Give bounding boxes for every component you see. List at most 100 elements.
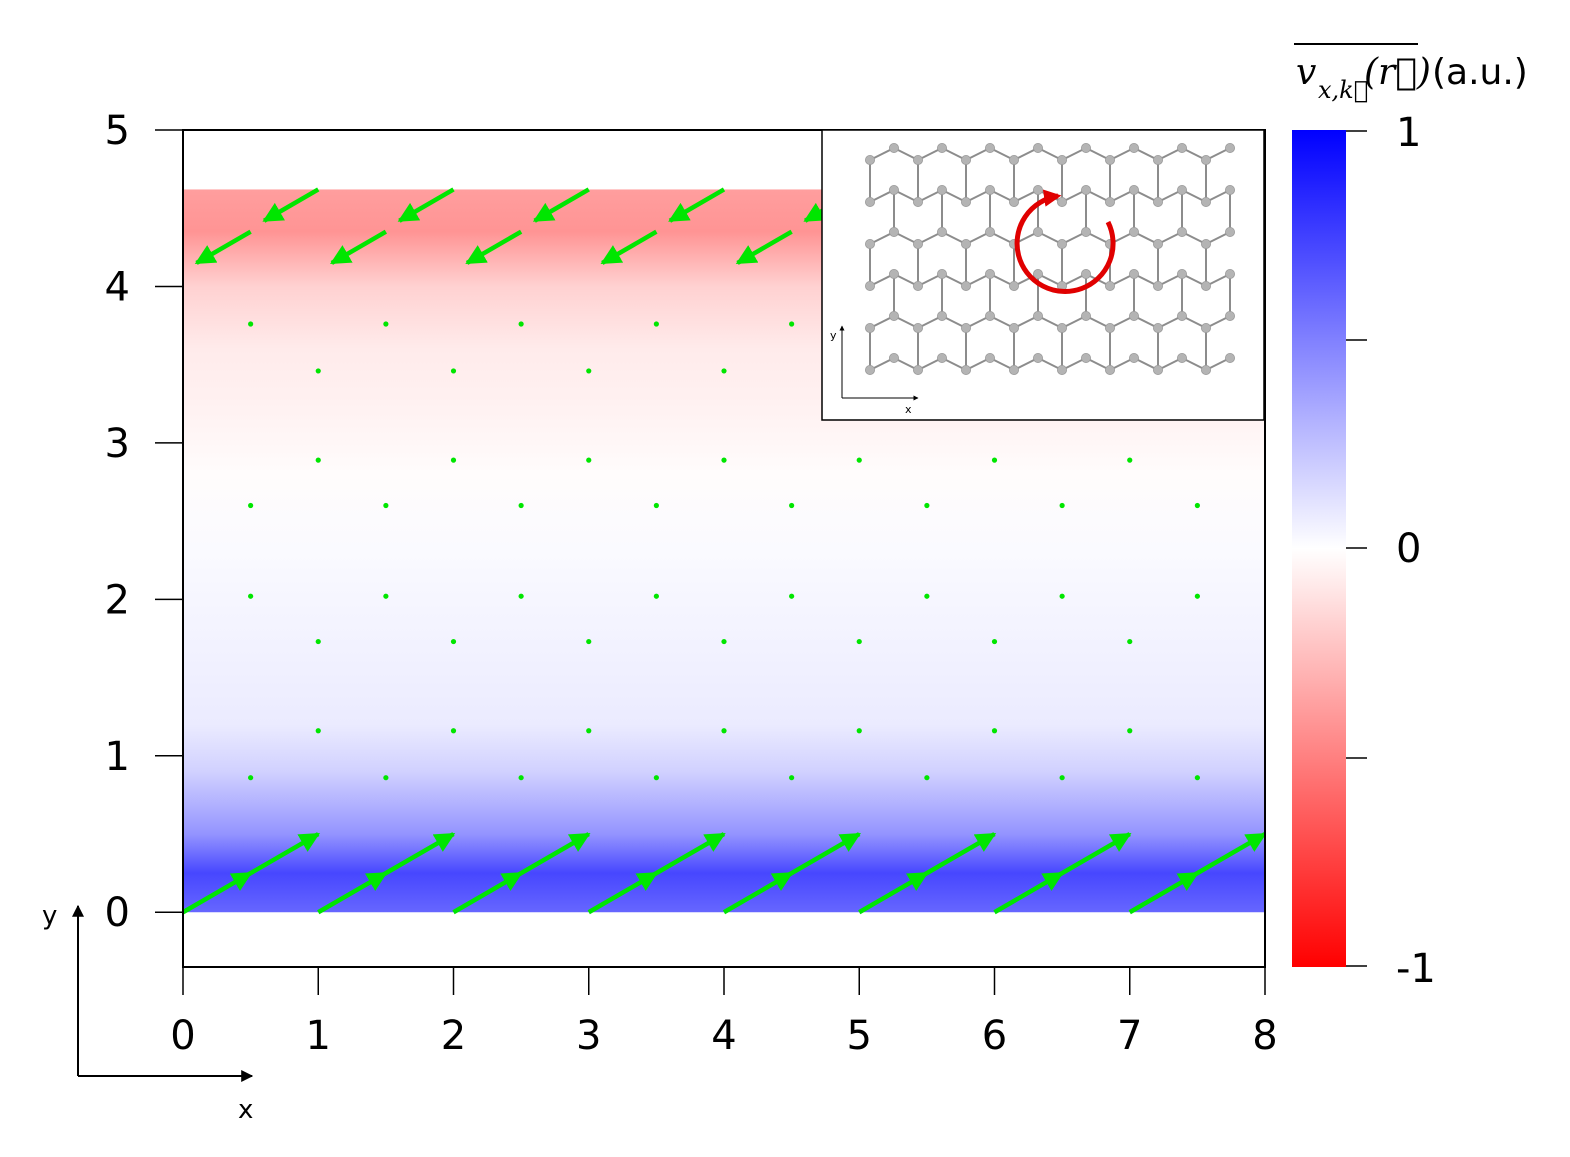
lattice-atom [1057,196,1068,207]
lattice-atom [1009,154,1020,165]
lattice-atom [913,154,924,165]
x-tick-label: 4 [711,1013,736,1059]
velocity-dot [315,638,321,645]
lattice-atom [1153,154,1164,165]
lattice-atom [865,196,876,207]
velocity-dot [1127,457,1133,463]
lattice-atom [937,226,948,237]
lattice-atom [961,322,972,333]
velocity-dot [1059,593,1065,599]
colorbar-min-label: -1 [1396,946,1436,992]
velocity-arrow-top [600,229,658,265]
velocity-arrow-bottom [183,871,253,915]
velocity-arrow-bottom [1060,832,1132,876]
velocity-arrow-bottom [249,832,321,876]
velocity-dot [315,368,321,374]
velocity-dot [450,368,457,374]
x-tick-label: 2 [441,1013,466,1059]
lattice-atom [1129,184,1140,195]
lattice-atom [913,322,924,333]
velocity-dot [450,728,457,734]
x-tick-label: 5 [847,1013,872,1059]
y-tick-label: 1 [105,734,130,780]
lattice-atom [1105,154,1116,165]
lattice-atom [1225,142,1236,153]
lattice-atom [913,196,924,207]
velocity-dot [518,502,524,509]
lattice-atom [1105,322,1116,333]
lattice-atom [889,268,900,279]
lattice-atom [913,280,924,291]
velocity-arrow-bottom [655,832,726,876]
lattice-atom [1057,238,1068,249]
velocity-dot [586,728,592,734]
lattice-atom [1153,238,1164,249]
velocity-dot [586,457,592,463]
velocity-arrow-top [465,229,523,265]
lattice-atom [1129,142,1140,153]
velocity-dot [653,502,659,509]
velocity-dot [1059,775,1065,781]
lattice-atom [961,196,972,207]
inset-y-label: y [830,329,837,342]
velocity-dot [383,502,389,509]
velocity-dot [1194,593,1200,599]
lattice-atom [961,154,972,165]
velocity-dot [1194,775,1200,781]
velocity-arrow-bottom [1196,832,1265,876]
velocity-arrow-top [735,229,793,265]
velocity-arrow-bottom [722,871,794,915]
lattice-atom [1225,184,1236,195]
velocity-dot [248,593,254,599]
lattice-atom [937,142,948,153]
velocity-dot [991,728,998,734]
lattice-atom [1225,268,1236,279]
velocity-dot [653,775,659,781]
lattice-atom [1033,142,1044,153]
lattice-atom [865,280,876,291]
lattice-atom [889,226,900,237]
lattice-atom [985,184,996,195]
lattice-atom [1153,322,1164,333]
velocity-dot [1194,502,1200,509]
lattice-atom [1009,364,1020,375]
x-tick-label: 1 [306,1013,331,1059]
lattice-atom [1129,310,1140,321]
velocity-dot [991,638,998,645]
y-tick-label: 0 [105,890,130,936]
velocity-dot [383,775,389,781]
lattice-atom [1201,196,1212,207]
lattice-atom [1201,280,1212,291]
velocity-arrow-top [532,187,590,223]
y-tick-label: 5 [105,108,130,154]
velocity-arrow-top [397,187,455,223]
lattice-atom [913,364,924,375]
y-axis-ticks: 0 1 2 3 4 5 [105,108,183,936]
quiver-arrows [183,187,1265,915]
lattice-atom [1057,154,1068,165]
lattice-atom [1225,310,1236,321]
velocity-dot [383,321,389,327]
y-tick-label: 3 [105,421,130,467]
lattice-atom [1081,268,1092,279]
velocity-dot [856,728,862,734]
lattice-atom [1081,142,1092,153]
colorbar-strip [1292,130,1346,967]
lattice-atom [1201,154,1212,165]
lattice-atom [889,184,900,195]
velocity-dot [721,368,727,374]
lattice-atom [1177,142,1188,153]
velocity-dot [586,638,592,645]
lattice-atom [1033,268,1044,279]
lattice-atom [1081,310,1092,321]
velocity-dot [653,593,659,599]
velocity-dot [518,321,524,327]
lattice-atom [865,322,876,333]
velocity-arrow-top [330,229,388,265]
velocity-dot [248,321,254,327]
velocity-dot [518,593,524,599]
velocity-arrow-top [194,229,252,265]
lattice-atom [1057,322,1068,333]
lattice-atom [1153,280,1164,291]
